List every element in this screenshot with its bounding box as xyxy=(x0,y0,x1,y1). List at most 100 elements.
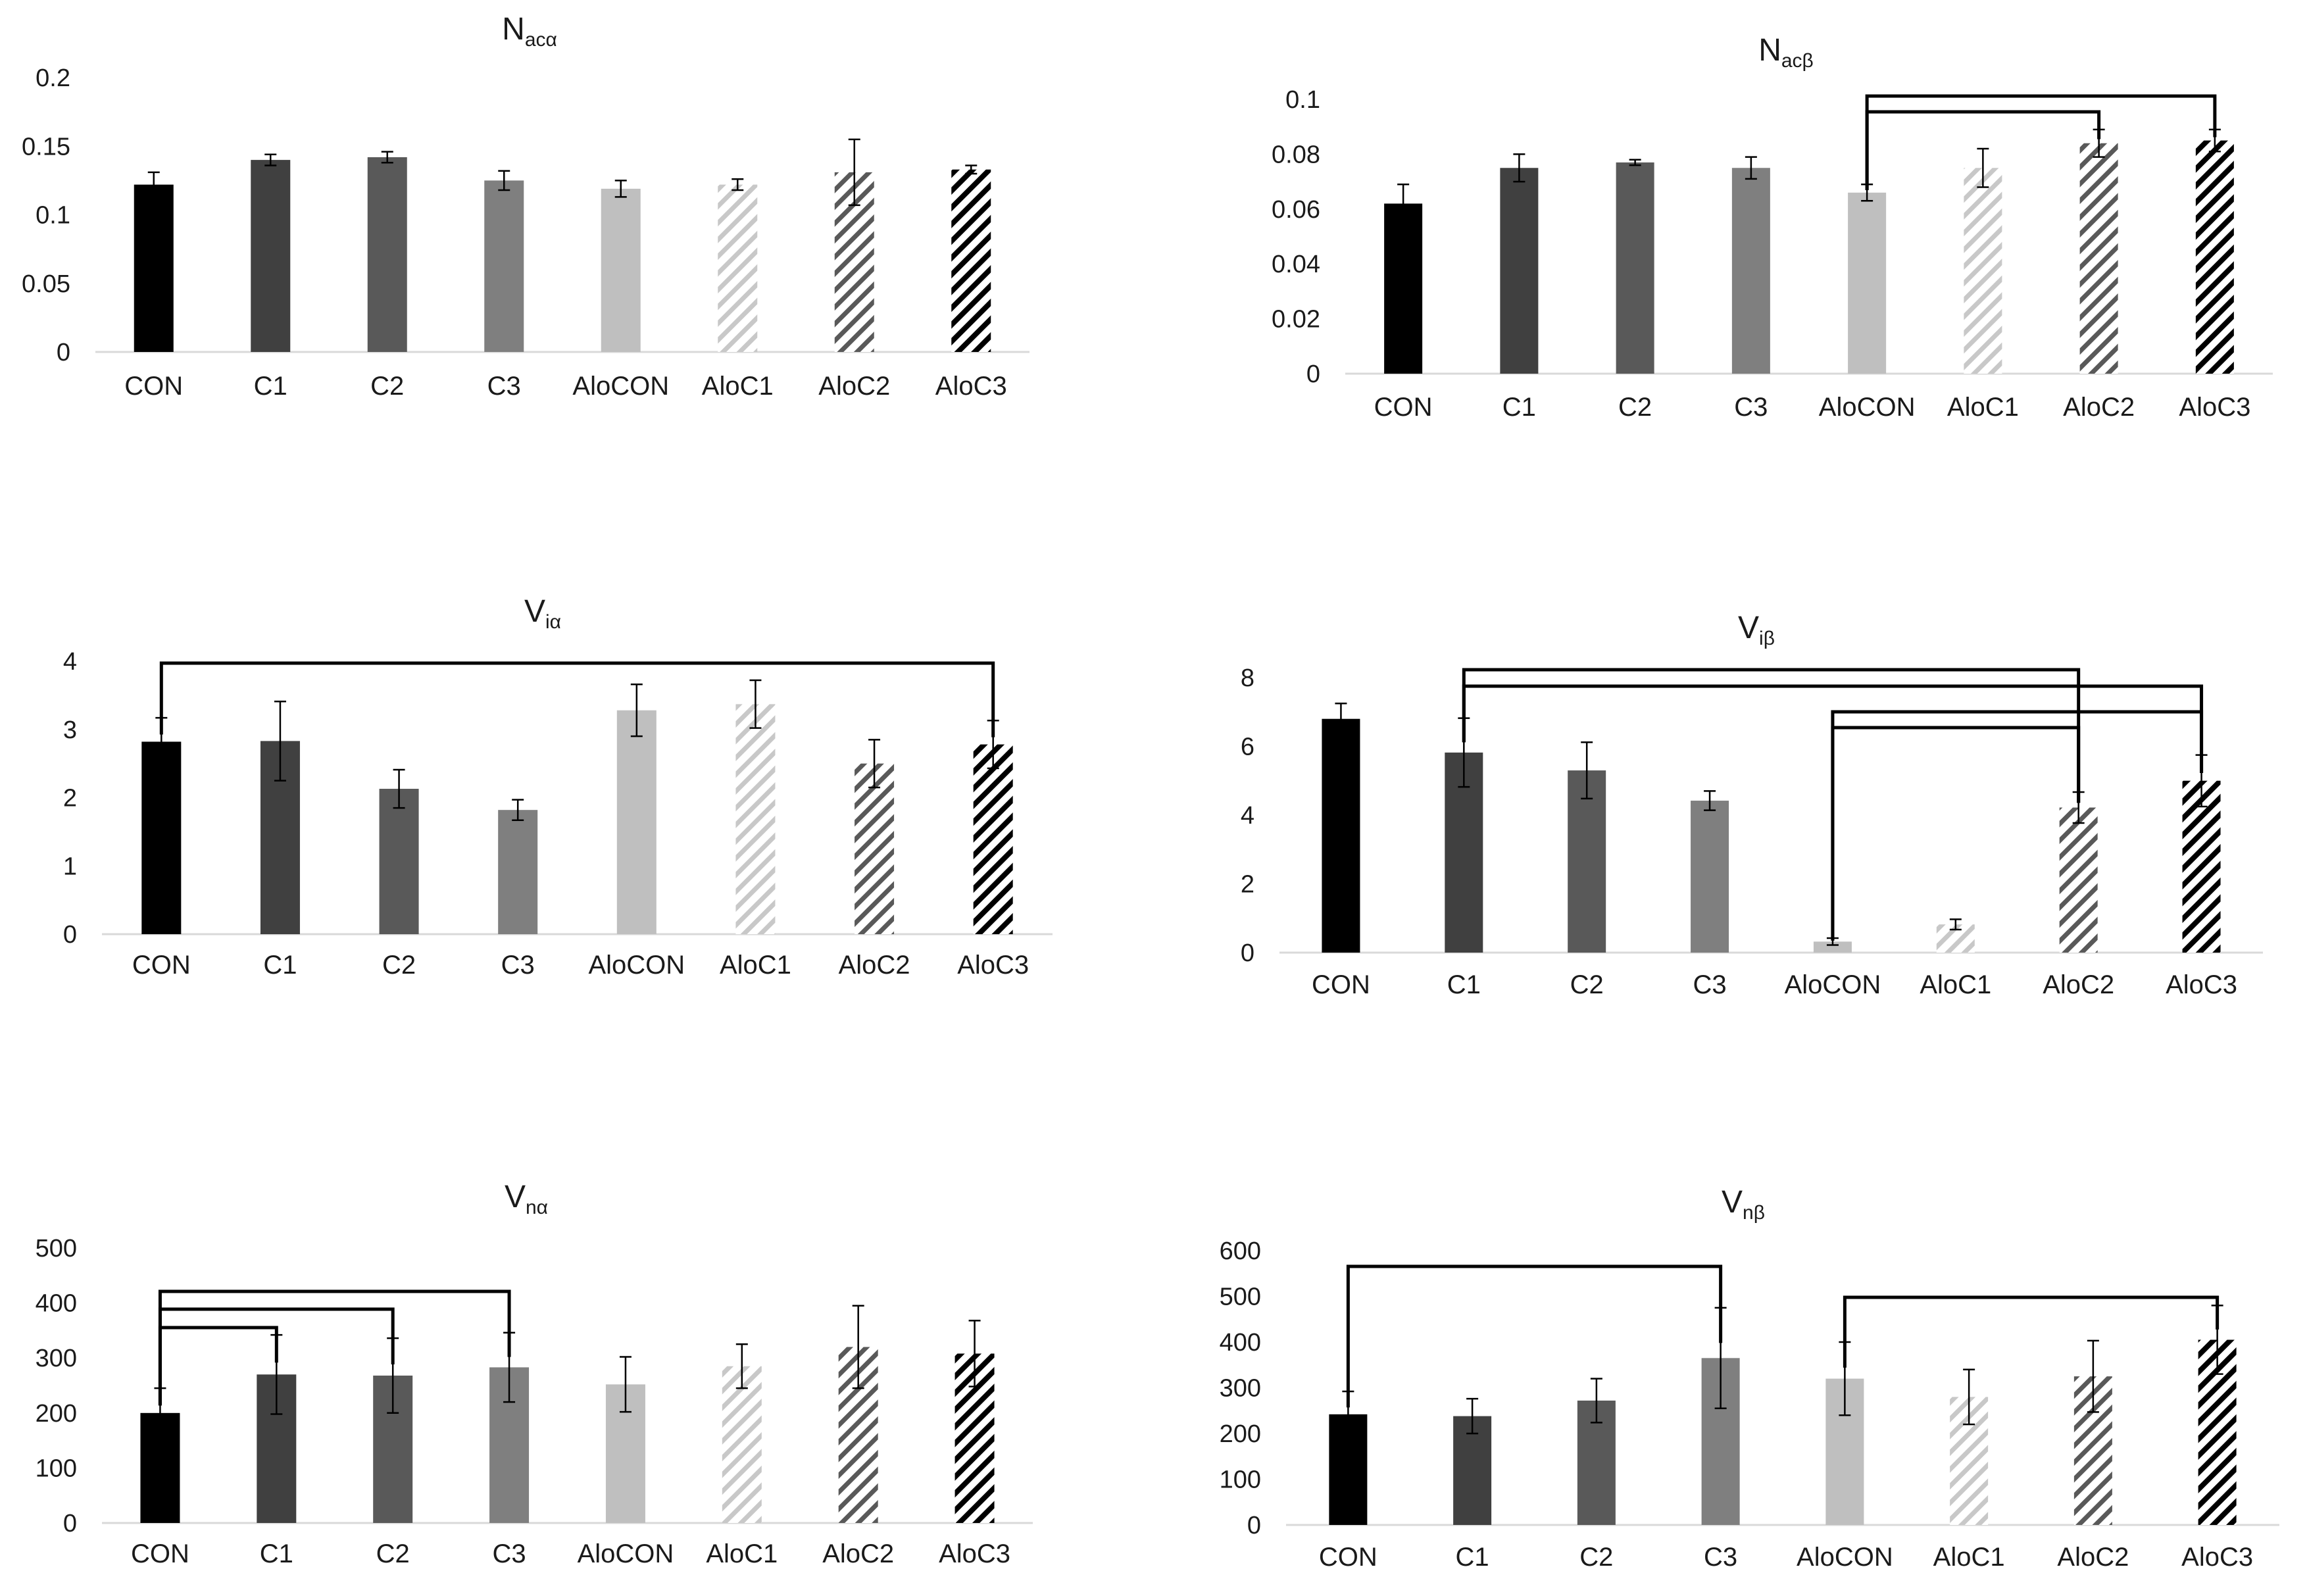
y-tick-label: 500 xyxy=(1220,1284,1261,1311)
category-label: C2 xyxy=(370,372,404,401)
category-label: CON xyxy=(124,372,183,401)
bar-c3 xyxy=(1691,801,1729,953)
bar-aloc3 xyxy=(973,744,1013,934)
error-bar xyxy=(619,1356,632,1413)
chart-title: Nacβ xyxy=(1758,33,1814,72)
bar-aloc3 xyxy=(2195,140,2234,374)
error-bar xyxy=(264,153,277,166)
chart-panel-1: Nacα 0 0.05 0.1 0.15 0.2 CON C1 C2 C3 AloCON AloC1 A… xyxy=(22,12,1029,401)
error-bar xyxy=(1590,1378,1602,1424)
error-bar xyxy=(1704,790,1716,811)
bar-c3 xyxy=(484,180,524,352)
bar-alocon xyxy=(601,188,641,352)
error-bar xyxy=(1513,153,1526,183)
y-tick-label: 300 xyxy=(1220,1375,1261,1403)
bar-c2 xyxy=(367,157,407,352)
y-tick-label: 4 xyxy=(63,648,77,676)
bar-con xyxy=(134,184,174,352)
chart-panel-3: Viα 0 1 2 3 4 CON C1 C2 C3 AloCON AloC1 AloC2 AloC3 xyxy=(63,594,1053,980)
error-bar xyxy=(1745,156,1757,180)
category-label: C3 xyxy=(501,951,535,980)
category-label: AloCON xyxy=(1797,1543,1893,1572)
category-label: C3 xyxy=(1734,393,1768,422)
category-label: AloC3 xyxy=(2179,393,2250,422)
error-bar xyxy=(868,739,881,789)
y-tick-label: 0.2 xyxy=(36,64,70,92)
error-bar xyxy=(848,138,860,207)
significance-bracket xyxy=(1831,710,2204,941)
error-bar xyxy=(732,178,744,191)
category-label: C3 xyxy=(1704,1543,1737,1572)
bar-aloc3 xyxy=(951,169,991,352)
bar-c2 xyxy=(1568,770,1606,953)
y-tick-label: 0.1 xyxy=(1285,86,1320,114)
category-label: AloC3 xyxy=(2166,970,2237,999)
significance-bracket xyxy=(1346,1264,1723,1408)
y-tick-label: 2 xyxy=(1241,871,1254,899)
error-bar xyxy=(1629,159,1641,166)
significance-bracket xyxy=(1843,1295,2220,1368)
error-bar xyxy=(1977,147,1989,188)
error-bar xyxy=(498,170,510,191)
bar-alocon xyxy=(1848,192,1887,374)
category-label: AloC1 xyxy=(702,372,774,401)
error-bar xyxy=(1581,741,1593,800)
bar-alocon xyxy=(1813,941,1852,953)
category-label: AloCON xyxy=(1785,970,1881,999)
error-bar xyxy=(852,1305,864,1389)
error-bar xyxy=(1335,702,1347,736)
category-label: C1 xyxy=(263,951,297,980)
bar-c2 xyxy=(379,789,419,934)
error-bar xyxy=(274,700,286,782)
category-label: AloC3 xyxy=(939,1539,1010,1568)
category-label: C3 xyxy=(1693,970,1726,999)
chart-title: Vnα xyxy=(505,1180,548,1218)
y-tick-label: 0 xyxy=(63,921,77,949)
category-label: AloC1 xyxy=(720,951,791,980)
category-label: AloC1 xyxy=(1933,1543,2005,1572)
category-label: C2 xyxy=(1579,1543,1613,1572)
bar-c2 xyxy=(1616,162,1654,374)
category-label: C3 xyxy=(487,372,521,401)
bar-aloc2 xyxy=(855,763,895,934)
category-label: AloC1 xyxy=(1920,970,1991,999)
category-label: C2 xyxy=(376,1539,410,1568)
error-bar xyxy=(1397,184,1410,224)
y-tick-label: 0.02 xyxy=(1272,306,1320,334)
chart-title: Vnβ xyxy=(1722,1185,1765,1224)
category-label: AloC2 xyxy=(2063,393,2135,422)
category-label: AloC2 xyxy=(818,372,890,401)
y-tick-label: 0.06 xyxy=(1272,196,1320,224)
error-bar xyxy=(147,171,160,198)
category-label: AloCON xyxy=(588,951,685,980)
category-label: C1 xyxy=(1456,1543,1489,1572)
bar-con xyxy=(1384,203,1423,374)
error-bar xyxy=(968,1320,981,1387)
category-label: AloC1 xyxy=(1947,393,2019,422)
bar-aloc1 xyxy=(722,1366,762,1523)
category-label: C1 xyxy=(1447,970,1481,999)
significance-bracket xyxy=(1865,94,2217,191)
category-label: AloC3 xyxy=(2181,1543,2253,1572)
category-label: AloCON xyxy=(1819,393,1916,422)
y-tick-label: 0.05 xyxy=(22,270,70,298)
bar-con xyxy=(1322,718,1360,953)
significance-bracket xyxy=(159,661,995,737)
error-bar xyxy=(735,1343,748,1389)
y-tick-label: 0 xyxy=(1306,361,1320,388)
bar-aloc1 xyxy=(735,704,776,934)
bar-c1 xyxy=(251,160,291,352)
error-bar xyxy=(965,164,978,175)
chart-panel-2: Nacβ 0 0.02 0.04 0.06 0.08 0.1 CON C1 C2 C3 AloCON A… xyxy=(1272,33,2273,422)
bar-alocon xyxy=(616,710,657,934)
y-tick-label: 6 xyxy=(1241,734,1254,761)
chart-title: Viα xyxy=(524,594,561,633)
error-bar xyxy=(512,799,524,821)
bar-c3 xyxy=(498,810,538,934)
error-bar xyxy=(381,151,393,164)
category-label: AloC2 xyxy=(822,1539,894,1568)
error-bar xyxy=(1963,1368,1975,1426)
category-label: AloC2 xyxy=(2057,1543,2129,1572)
category-label: C1 xyxy=(254,372,287,401)
bar-c1 xyxy=(1500,168,1539,374)
